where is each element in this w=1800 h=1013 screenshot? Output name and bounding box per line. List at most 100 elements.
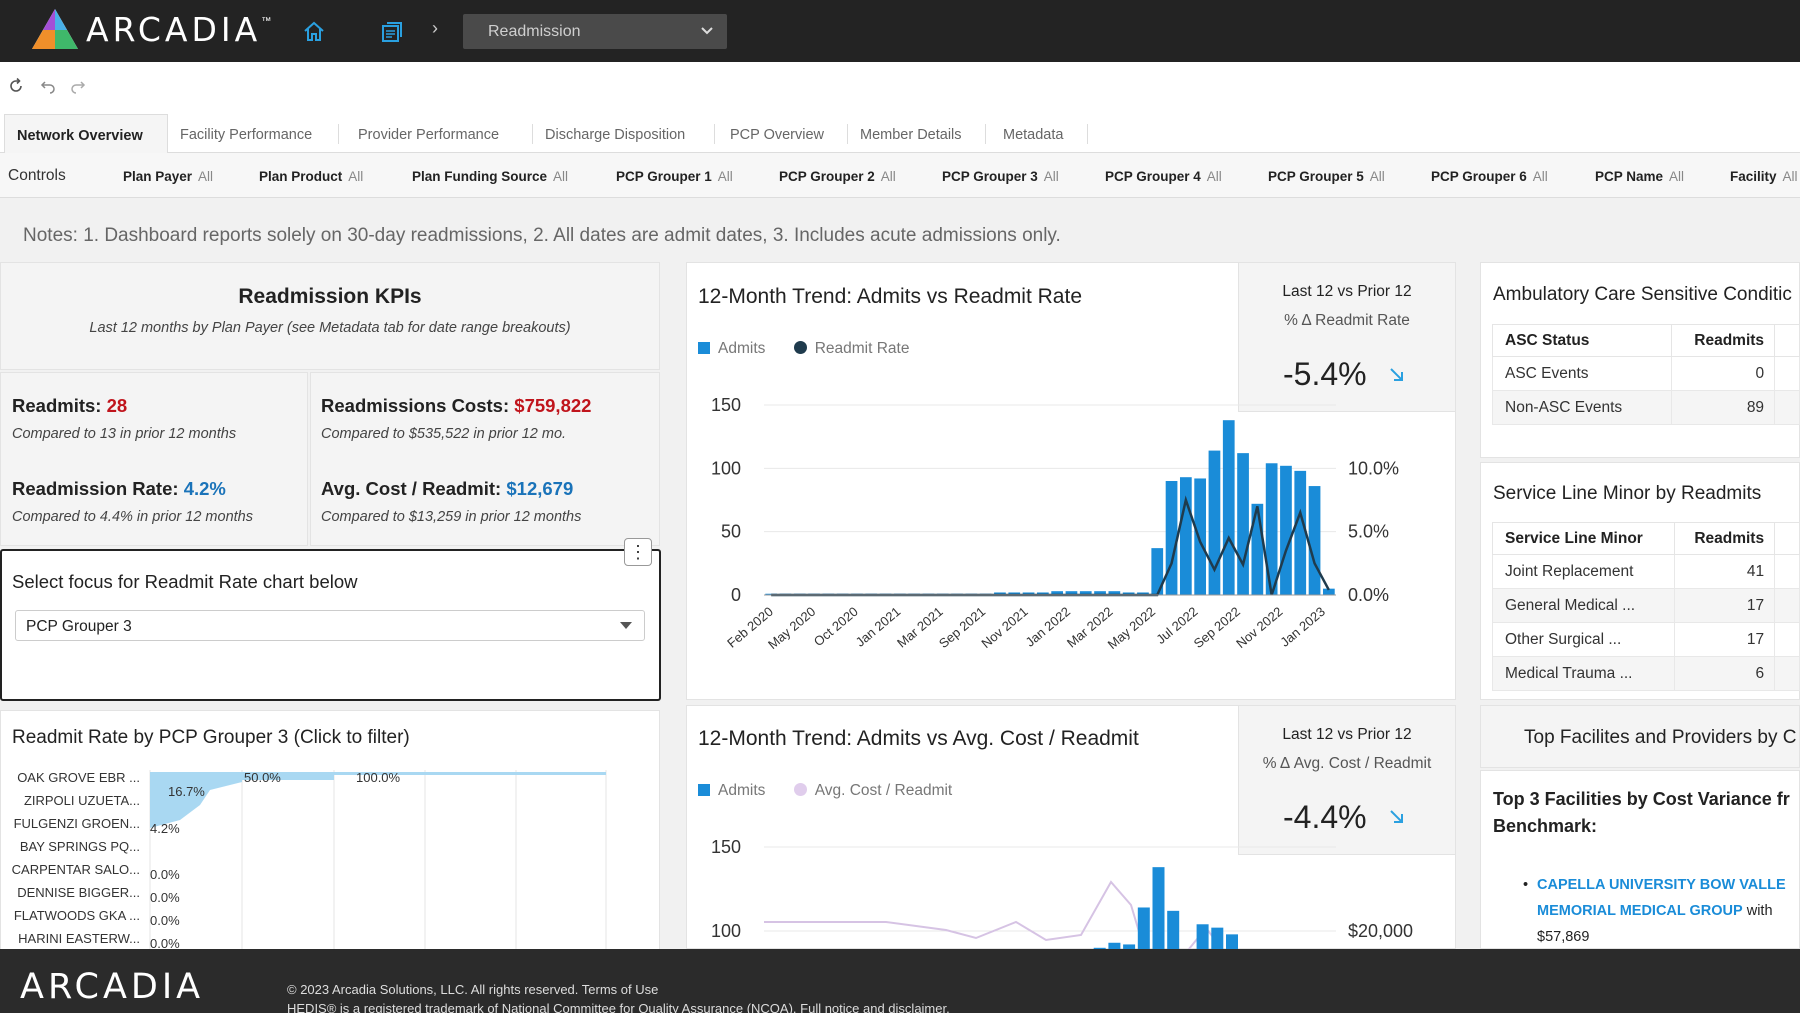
dashboard-select[interactable]: Readmission [463, 14, 727, 49]
control-value: All [1369, 169, 1385, 184]
control-plan-funding-source[interactable]: Plan Funding Source All [412, 169, 568, 184]
control-name: Plan Funding Source [412, 169, 548, 184]
rate-bar [150, 772, 242, 828]
tab-network-overview[interactable]: Network Overview [4, 114, 168, 153]
table-cell: 17 [1674, 622, 1776, 657]
column-header [1774, 522, 1800, 555]
trend-down-arrow-icon [1388, 366, 1406, 389]
control-pcp-name[interactable]: PCP Name All [1595, 169, 1684, 184]
control-name: PCP Grouper 3 [942, 169, 1038, 184]
control-plan-payer[interactable]: Plan Payer All [123, 169, 213, 184]
admits-bar [1211, 927, 1224, 949]
control-name: PCP Grouper 4 [1105, 169, 1201, 184]
control-facility[interactable]: Facility All [1730, 169, 1798, 184]
kpi-left-panel [0, 372, 308, 546]
x-tick-label: May 2022 [1105, 604, 1158, 652]
trend2-chart[interactable]: 100 150 $20,000 [686, 830, 1456, 949]
logo-trademark: ™ [261, 16, 272, 27]
admits-bar [765, 593, 778, 595]
table-row[interactable]: ASC Events 0 [1491, 356, 1800, 391]
value-label: 0.0% [150, 867, 180, 882]
tab-provider-performance[interactable]: Provider Performance [358, 127, 500, 143]
facility-link[interactable]: MEMORIAL MEDICAL GROUP [1537, 903, 1743, 919]
controls-label[interactable]: Controls [8, 167, 66, 184]
x-tick-label: Sep 2021 [936, 604, 988, 651]
table-row[interactable]: Joint Replacement 41 [1491, 554, 1800, 589]
undo-icon[interactable] [38, 77, 56, 100]
admits-bar [1036, 592, 1049, 595]
control-value: All [880, 169, 896, 184]
legend-avg-cost[interactable]: Avg. Cost / Readmit [814, 782, 953, 799]
control-pcp-grouper-2[interactable]: PCP Grouper 2 All [779, 169, 896, 184]
legend-admits[interactable]: Admits [718, 782, 766, 799]
control-pcp-grouper-5[interactable]: PCP Grouper 5 All [1268, 169, 1385, 184]
trend2-compare-subtitle: % Δ Avg. Cost / Readmit [1262, 755, 1432, 772]
table-row[interactable]: Medical Trauma ... 6 [1491, 656, 1800, 691]
tab-metadata[interactable]: Metadata [1003, 127, 1064, 143]
tab-member-details[interactable]: Member Details [860, 127, 962, 143]
focus-select[interactable]: PCP Grouper 3 [15, 610, 645, 641]
footer-disclaimer[interactable]: HEDIS® is a registered trademark of Nati… [287, 1001, 950, 1013]
column-header[interactable]: Readmits [1674, 522, 1776, 555]
control-pcp-grouper-1[interactable]: PCP Grouper 1 All [616, 169, 733, 184]
kpi-subtitle: Last 12 months by Plan Payer (see Metada… [89, 320, 571, 336]
table-cell: Other Surgical ... [1491, 622, 1676, 657]
legend-readmit-rate[interactable]: Readmit Rate [814, 340, 910, 357]
pcp-chart[interactable]: OAK GROVE EBR ... ZIRPOLI UZUETA... FULGEN… [0, 760, 660, 949]
value-label: 4.2% [150, 821, 180, 836]
tab-facility-performance[interactable]: Facility Performance [180, 127, 313, 143]
tab-discharge-disposition[interactable]: Discharge Disposition [545, 127, 686, 143]
facility-link[interactable]: CAPELLA UNIVERSITY BOW VALLE [1537, 877, 1786, 893]
control-value: All [1782, 169, 1798, 184]
with-text: with [1742, 903, 1773, 919]
control-pcp-grouper-6[interactable]: PCP Grouper 6 All [1431, 169, 1548, 184]
legend-dot-icon [793, 783, 807, 796]
reset-icon[interactable] [7, 77, 25, 100]
tab-divider [338, 124, 339, 144]
admits-bar [1167, 910, 1180, 949]
column-header[interactable]: ASC Status [1491, 324, 1673, 357]
focus-select-value: PCP Grouper 3 [26, 618, 132, 635]
table-header-row: ASC Status Readmits [1491, 324, 1800, 357]
control-name: PCP Grouper 6 [1431, 169, 1527, 184]
table-row[interactable]: Non-ASC Events 89 [1491, 390, 1800, 425]
y-tick-label: 100 [711, 921, 741, 941]
control-name: PCP Name [1595, 169, 1664, 184]
y2-tick-label: 0.0% [1348, 585, 1389, 605]
control-pcp-grouper-3[interactable]: PCP Grouper 3 All [942, 169, 1059, 184]
value-label: 0.0% [150, 890, 180, 905]
table-row[interactable]: Other Surgical ... 17 [1491, 622, 1800, 657]
admits-bar [1008, 592, 1021, 595]
legend-admits[interactable]: Admits [718, 340, 766, 357]
column-header[interactable]: Service Line Minor [1491, 522, 1676, 555]
table-cell: ASC Events [1491, 356, 1673, 391]
kpi-readmits-value: 28 [106, 395, 128, 416]
x-tick-label: Oct 2020 [811, 604, 861, 649]
arcadia-logo[interactable]: ARCADIA ™ [30, 6, 271, 52]
control-name: PCP Grouper 2 [779, 169, 875, 184]
logo-text: ARCADIA [86, 9, 262, 49]
column-header[interactable]: Readmits [1671, 324, 1776, 357]
control-plan-product[interactable]: Plan Product All [259, 169, 363, 184]
redo-icon[interactable] [70, 77, 88, 100]
table-row[interactable]: General Medical ... 17 [1491, 588, 1800, 623]
table-cell: Medical Trauma ... [1491, 656, 1676, 691]
cost-variance-amount: $57,869 [1537, 929, 1590, 945]
admits-bar [1194, 478, 1207, 595]
kpi-costs-note: Compared to $535,522 in prior 12 mo. [321, 426, 567, 442]
tab-divider [532, 124, 533, 144]
admits-bar [1308, 486, 1321, 595]
dashboards-icon[interactable] [380, 20, 404, 49]
control-name: Facility [1730, 169, 1777, 184]
tab-pcp-overview[interactable]: PCP Overview [730, 127, 825, 143]
home-icon[interactable] [302, 20, 326, 47]
trend2-compare-title: Last 12 vs Prior 12 [1282, 726, 1412, 743]
pcp-labels: OAK GROVE EBR ... ZIRPOLI UZUETA... FULGEN… [12, 770, 401, 949]
control-value: All [1043, 169, 1059, 184]
footer-copyright[interactable]: © 2023 Arcadia Solutions, LLC. All right… [287, 982, 659, 997]
control-pcp-grouper-4[interactable]: PCP Grouper 4 All [1105, 169, 1222, 184]
more-options-icon[interactable]: ⋮ [624, 538, 652, 566]
admits-bar [1108, 942, 1121, 949]
category-label: FULGENZI GROEN... [14, 816, 140, 831]
